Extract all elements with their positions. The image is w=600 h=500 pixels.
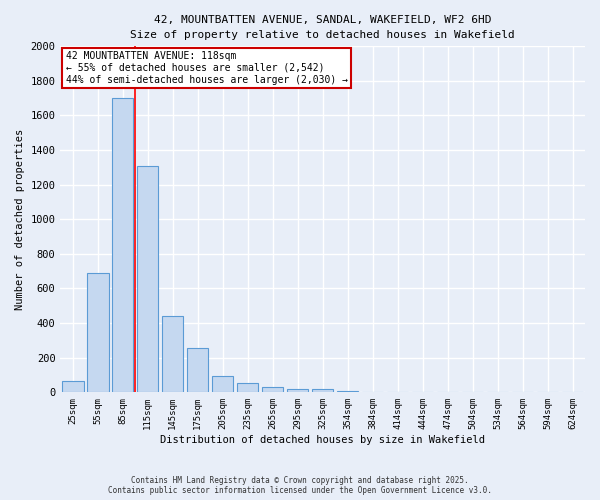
Y-axis label: Number of detached properties: Number of detached properties	[15, 128, 25, 310]
Bar	[112, 98, 133, 392]
Bar	[287, 389, 308, 392]
Bar	[137, 166, 158, 392]
Bar	[87, 273, 109, 392]
Text: Contains HM Land Registry data © Crown copyright and database right 2025.
Contai: Contains HM Land Registry data © Crown c…	[108, 476, 492, 495]
Bar	[162, 316, 184, 392]
Title: 42, MOUNTBATTEN AVENUE, SANDAL, WAKEFIELD, WF2 6HD
Size of property relative to : 42, MOUNTBATTEN AVENUE, SANDAL, WAKEFIEL…	[130, 15, 515, 40]
X-axis label: Distribution of detached houses by size in Wakefield: Distribution of detached houses by size …	[160, 435, 485, 445]
Bar	[312, 389, 334, 392]
Bar	[262, 387, 283, 392]
Bar	[187, 348, 208, 393]
Bar	[237, 383, 259, 392]
Bar	[212, 376, 233, 392]
Bar	[62, 381, 83, 392]
Text: 42 MOUNTBATTEN AVENUE: 118sqm
← 55% of detached houses are smaller (2,542)
44% o: 42 MOUNTBATTEN AVENUE: 118sqm ← 55% of d…	[65, 52, 347, 84]
